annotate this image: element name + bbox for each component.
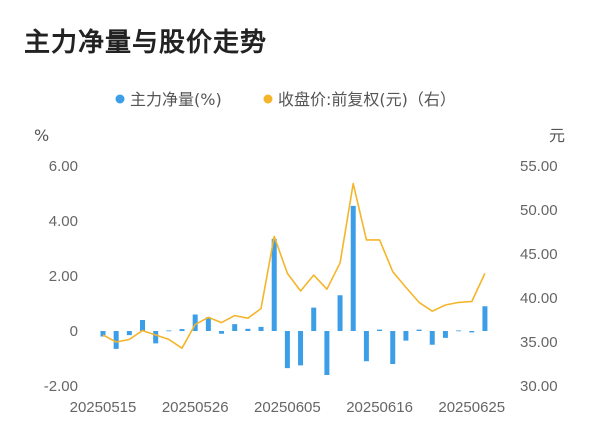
bar xyxy=(390,331,396,364)
x-tick-label: 20250616 xyxy=(346,399,413,416)
line-series xyxy=(102,182,486,350)
right-axis-ticks: 55.00 50.00 45.00 40.00 35.00 30.00 xyxy=(520,158,558,395)
x-axis-ticks: 20250515 20250526 20250605 20250616 20250625 xyxy=(70,399,506,416)
left-tick-label: 0 xyxy=(70,323,78,340)
x-tick-label: 20250526 xyxy=(162,399,229,416)
bar xyxy=(219,331,225,334)
legend: 主力净量(%) 收盘价:前复权(元)（右） xyxy=(115,90,456,109)
left-tick-label: -2.00 xyxy=(44,378,78,395)
right-axis-unit: 元 xyxy=(549,126,565,145)
right-tick-label: 40.00 xyxy=(520,290,558,307)
bar xyxy=(100,331,106,337)
bar xyxy=(245,328,251,331)
bar xyxy=(298,331,304,366)
bar xyxy=(363,331,369,362)
left-tick-label: 2.00 xyxy=(49,268,78,285)
right-tick-label: 55.00 xyxy=(520,158,558,175)
bar xyxy=(377,329,383,331)
bar xyxy=(324,331,330,375)
x-tick-label: 20250625 xyxy=(438,399,505,416)
left-axis-ticks: 6.00 4.00 2.00 0 -2.00 xyxy=(44,158,78,395)
bar xyxy=(258,326,264,331)
bar xyxy=(166,330,172,332)
bar xyxy=(140,320,146,331)
bar xyxy=(126,331,132,336)
legend-line-label: 收盘价:前复权(元)（右） xyxy=(278,90,456,109)
legend-bar-label: 主力净量(%) xyxy=(130,90,222,109)
bar xyxy=(442,331,448,338)
legend-bar-marker xyxy=(115,94,125,104)
bar xyxy=(311,307,317,331)
right-tick-label: 30.00 xyxy=(520,378,558,395)
bar xyxy=(482,306,488,331)
bar xyxy=(350,205,356,331)
right-tick-label: 50.00 xyxy=(520,202,558,219)
bar xyxy=(232,324,238,331)
bar xyxy=(179,329,185,331)
bar xyxy=(153,331,159,344)
x-tick-label: 20250605 xyxy=(254,399,321,416)
bar xyxy=(113,331,119,349)
bar xyxy=(284,331,290,369)
x-tick-label: 20250515 xyxy=(70,399,137,416)
legend-line-marker xyxy=(263,94,273,104)
bar xyxy=(429,331,435,345)
bar xyxy=(337,295,343,331)
left-tick-label: 6.00 xyxy=(49,158,78,175)
left-tick-label: 4.00 xyxy=(49,213,78,230)
bar-series xyxy=(100,205,488,375)
left-axis-unit: % xyxy=(34,126,49,145)
bar xyxy=(192,314,198,331)
chart-title: 主力净量与股价走势 xyxy=(24,28,268,58)
bar xyxy=(205,317,211,331)
right-tick-label: 45.00 xyxy=(520,246,558,263)
bar xyxy=(456,330,462,332)
bar xyxy=(271,238,277,331)
bar xyxy=(469,331,475,333)
bar xyxy=(403,331,409,341)
bar xyxy=(416,329,422,331)
price-line xyxy=(102,182,486,350)
right-tick-label: 35.00 xyxy=(520,334,558,351)
